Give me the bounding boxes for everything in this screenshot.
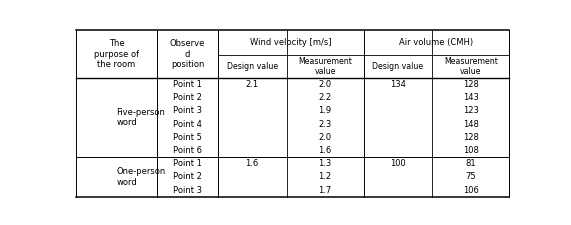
Text: 1.9: 1.9 xyxy=(319,106,332,115)
Text: 75: 75 xyxy=(465,173,476,182)
Text: 2.3: 2.3 xyxy=(319,120,332,129)
Text: 2.2: 2.2 xyxy=(319,93,332,102)
Text: 143: 143 xyxy=(463,93,479,102)
Text: Design value: Design value xyxy=(227,62,278,71)
Text: Air volume (CMH): Air volume (CMH) xyxy=(400,38,473,47)
Text: 1.3: 1.3 xyxy=(319,159,332,168)
Text: 108: 108 xyxy=(463,146,479,155)
Text: 128: 128 xyxy=(463,80,479,89)
Text: Measurement
value: Measurement value xyxy=(444,57,498,76)
Text: Design value: Design value xyxy=(372,62,424,71)
Text: Five-person
word: Five-person word xyxy=(116,108,166,127)
Text: 148: 148 xyxy=(463,120,479,129)
Text: Wind velocity [m/s]: Wind velocity [m/s] xyxy=(250,38,331,47)
Text: Point 1: Point 1 xyxy=(173,80,202,89)
Text: Point 3: Point 3 xyxy=(173,186,202,195)
Text: 123: 123 xyxy=(463,106,479,115)
Text: 1.7: 1.7 xyxy=(319,186,332,195)
Text: 106: 106 xyxy=(463,186,479,195)
Text: Observe
d
position: Observe d position xyxy=(170,39,205,69)
Text: The
purpose of
the room: The purpose of the room xyxy=(94,39,139,69)
Text: 1.6: 1.6 xyxy=(319,146,332,155)
Text: 128: 128 xyxy=(463,133,479,142)
Text: Measurement
value: Measurement value xyxy=(298,57,352,76)
Text: Point 2: Point 2 xyxy=(173,173,202,182)
Text: 1.2: 1.2 xyxy=(319,173,332,182)
Text: Point 6: Point 6 xyxy=(173,146,202,155)
Text: Point 4: Point 4 xyxy=(173,120,202,129)
Text: 1.6: 1.6 xyxy=(246,159,259,168)
Text: Point 3: Point 3 xyxy=(173,106,202,115)
Text: Point 2: Point 2 xyxy=(173,93,202,102)
Text: One-person
word: One-person word xyxy=(116,167,166,187)
Text: Point 1: Point 1 xyxy=(173,159,202,168)
Text: 2.0: 2.0 xyxy=(319,80,332,89)
Text: 2.1: 2.1 xyxy=(246,80,259,89)
Text: Point 5: Point 5 xyxy=(173,133,202,142)
Text: 134: 134 xyxy=(390,80,406,89)
Text: 81: 81 xyxy=(465,159,476,168)
Text: 100: 100 xyxy=(390,159,406,168)
Text: 2.0: 2.0 xyxy=(319,133,332,142)
